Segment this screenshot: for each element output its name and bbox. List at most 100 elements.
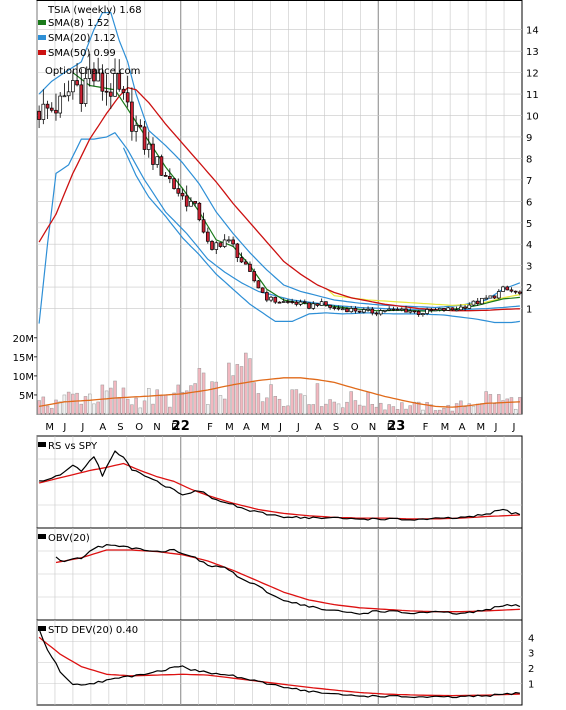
volume-bar (501, 400, 505, 415)
volume-bar (412, 401, 417, 415)
x-axis-label: D (171, 422, 179, 433)
std-dev-line (38, 628, 520, 699)
volume-bar (366, 392, 370, 415)
volume-bar (480, 403, 484, 415)
volume-bar (374, 406, 379, 415)
candle-body (332, 307, 337, 309)
candle-body (155, 156, 160, 165)
candle-body (49, 107, 54, 111)
volume-bar (147, 388, 151, 415)
candle-body (357, 310, 362, 313)
candle-body (256, 280, 261, 289)
volume-bar (294, 389, 299, 415)
candle-body (362, 309, 366, 313)
volume-bar (370, 404, 375, 415)
volume-bar (79, 403, 84, 415)
x-axis-label: S (117, 422, 123, 433)
volume-bar (206, 404, 210, 415)
volume-bar (269, 384, 273, 415)
legend-swatch (38, 50, 46, 55)
candle-body (324, 301, 328, 306)
volume-bar (54, 399, 58, 415)
candle-body (243, 261, 248, 265)
candle-body (205, 231, 210, 242)
volume-bar (92, 403, 96, 415)
volume-bar (416, 401, 421, 415)
candle-body (336, 307, 341, 310)
volume-bar (130, 404, 134, 415)
volume-bar (497, 394, 501, 415)
std-dev-tick-label: 3 (528, 649, 534, 660)
candle-body (505, 286, 510, 291)
volume-bar (142, 400, 147, 415)
x-axis-label: O (135, 422, 143, 433)
candle-body (416, 310, 421, 315)
candle-body (437, 307, 442, 311)
candle-body (277, 301, 282, 304)
volume-bar (446, 404, 450, 415)
obv-line (55, 543, 521, 615)
candle-body (201, 219, 206, 233)
legend-swatch (38, 626, 46, 631)
candle-body (252, 271, 257, 282)
volume-average-line (38, 377, 520, 408)
volume-bar (121, 387, 126, 415)
volume-bar (391, 406, 396, 415)
volume-bar (471, 405, 476, 415)
candle-body (290, 301, 294, 303)
volume-bar (492, 403, 497, 415)
candle-body (37, 110, 41, 120)
legend-label: SMA(20) 1.12 (48, 33, 116, 44)
x-axis-label: S (333, 422, 339, 433)
volume-bar (252, 382, 256, 415)
candle-body (168, 176, 172, 180)
candle-body (315, 303, 320, 306)
candle-body (108, 91, 113, 97)
candle-body (307, 302, 311, 309)
x-axis-label: J (494, 422, 498, 433)
volume-bar (298, 393, 303, 415)
candle-body (501, 286, 505, 292)
x-axis-label: F (207, 422, 213, 433)
x-axis-label: A (99, 422, 106, 433)
volume-bar (210, 381, 214, 415)
candle-body (269, 296, 273, 301)
volume-tick-label: 5M (19, 391, 34, 402)
volume-bar (235, 364, 240, 415)
x-axis-label: N (153, 422, 160, 433)
candle-body (125, 92, 130, 103)
candle-body (210, 240, 214, 250)
volume-bar (353, 400, 358, 415)
chart-title: TSIA (weekly) 1.68 (47, 5, 142, 16)
volume-bar (319, 406, 324, 415)
legend-swatch (38, 35, 46, 40)
candle-body (425, 309, 429, 314)
volume-bar (134, 397, 138, 415)
candle-body (391, 308, 396, 311)
volume-bar (433, 410, 438, 415)
volume-bar (159, 395, 164, 415)
candle-body (121, 88, 126, 94)
x-axis-label: J (62, 422, 66, 433)
volume-bar (311, 404, 315, 415)
x-axis-label: F (423, 422, 429, 433)
candle-body (189, 200, 193, 207)
candle-body (138, 124, 143, 128)
volume-bar (227, 362, 231, 415)
price-panel-frame (36, 0, 523, 415)
volume-bar (239, 366, 244, 415)
candle-body (222, 239, 227, 247)
volume-bar (75, 392, 79, 415)
price-tick-label: 3 (526, 262, 532, 273)
candle-body (142, 126, 147, 150)
x-axis-label: O (351, 422, 359, 433)
candle-body (353, 308, 358, 312)
candle-body (214, 242, 219, 250)
rs-vs-spy-average-line (38, 462, 520, 520)
candle-body (87, 68, 92, 79)
volume-tick-label: 20M (13, 334, 34, 345)
volume-bar (303, 395, 307, 415)
candle-body (273, 296, 278, 303)
volume-bar (425, 402, 429, 415)
